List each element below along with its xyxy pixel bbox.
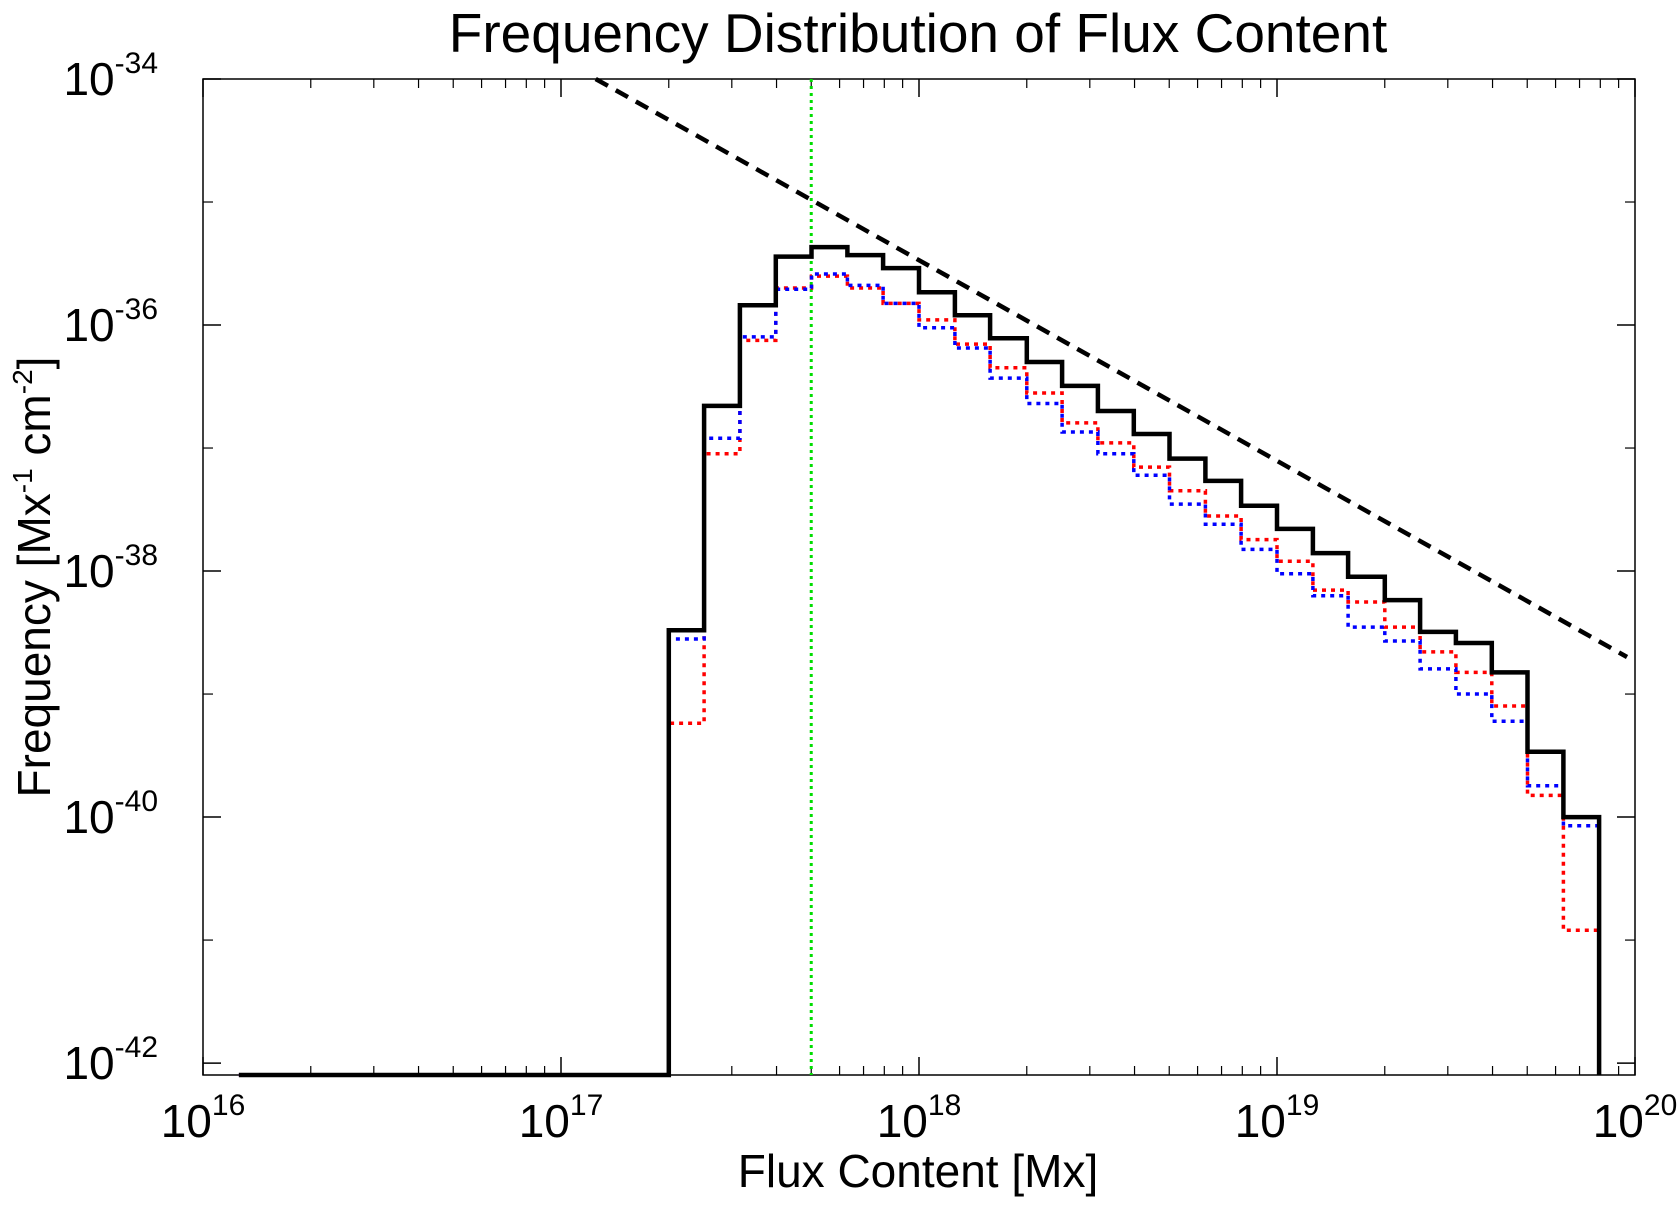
x-axis-label: Flux Content [Mx] — [738, 1145, 1098, 1197]
x-tick-label: 1020 — [1593, 1089, 1678, 1147]
y-tick-label: 10-34 — [63, 47, 158, 105]
x-tick-label: 1019 — [1235, 1089, 1320, 1147]
plot-area — [202, 77, 1636, 1078]
y-tick-label: 10-40 — [63, 785, 158, 843]
x-tick-label: 1016 — [161, 1089, 246, 1147]
series-layer — [238, 77, 1629, 1078]
x-tick-label: 1017 — [519, 1089, 604, 1147]
chart-title: Frequency Distribution of Flux Content — [449, 2, 1388, 64]
fit-line — [594, 77, 1629, 659]
series-ff0000-step — [238, 274, 1601, 1077]
x-tick-labels: 1016 1017 1018 1019 1020 — [161, 1089, 1678, 1147]
y-tick-label: 10-42 — [63, 1031, 158, 1089]
y-axis-label: Frequency [Mx-1 cm-2] — [7, 357, 60, 798]
y-tick-labels: 10-34 10-36 10-38 10-40 10-42 — [63, 47, 158, 1089]
y-tick-label: 10-36 — [63, 293, 158, 351]
axis-ticks — [202, 78, 1636, 1075]
y-tick-label: 10-38 — [63, 539, 158, 597]
plot-frame — [202, 78, 1636, 1076]
series-0000ff-step — [238, 272, 1601, 1077]
x-tick-label: 1018 — [877, 1089, 962, 1147]
series-000000-step — [238, 244, 1602, 1078]
